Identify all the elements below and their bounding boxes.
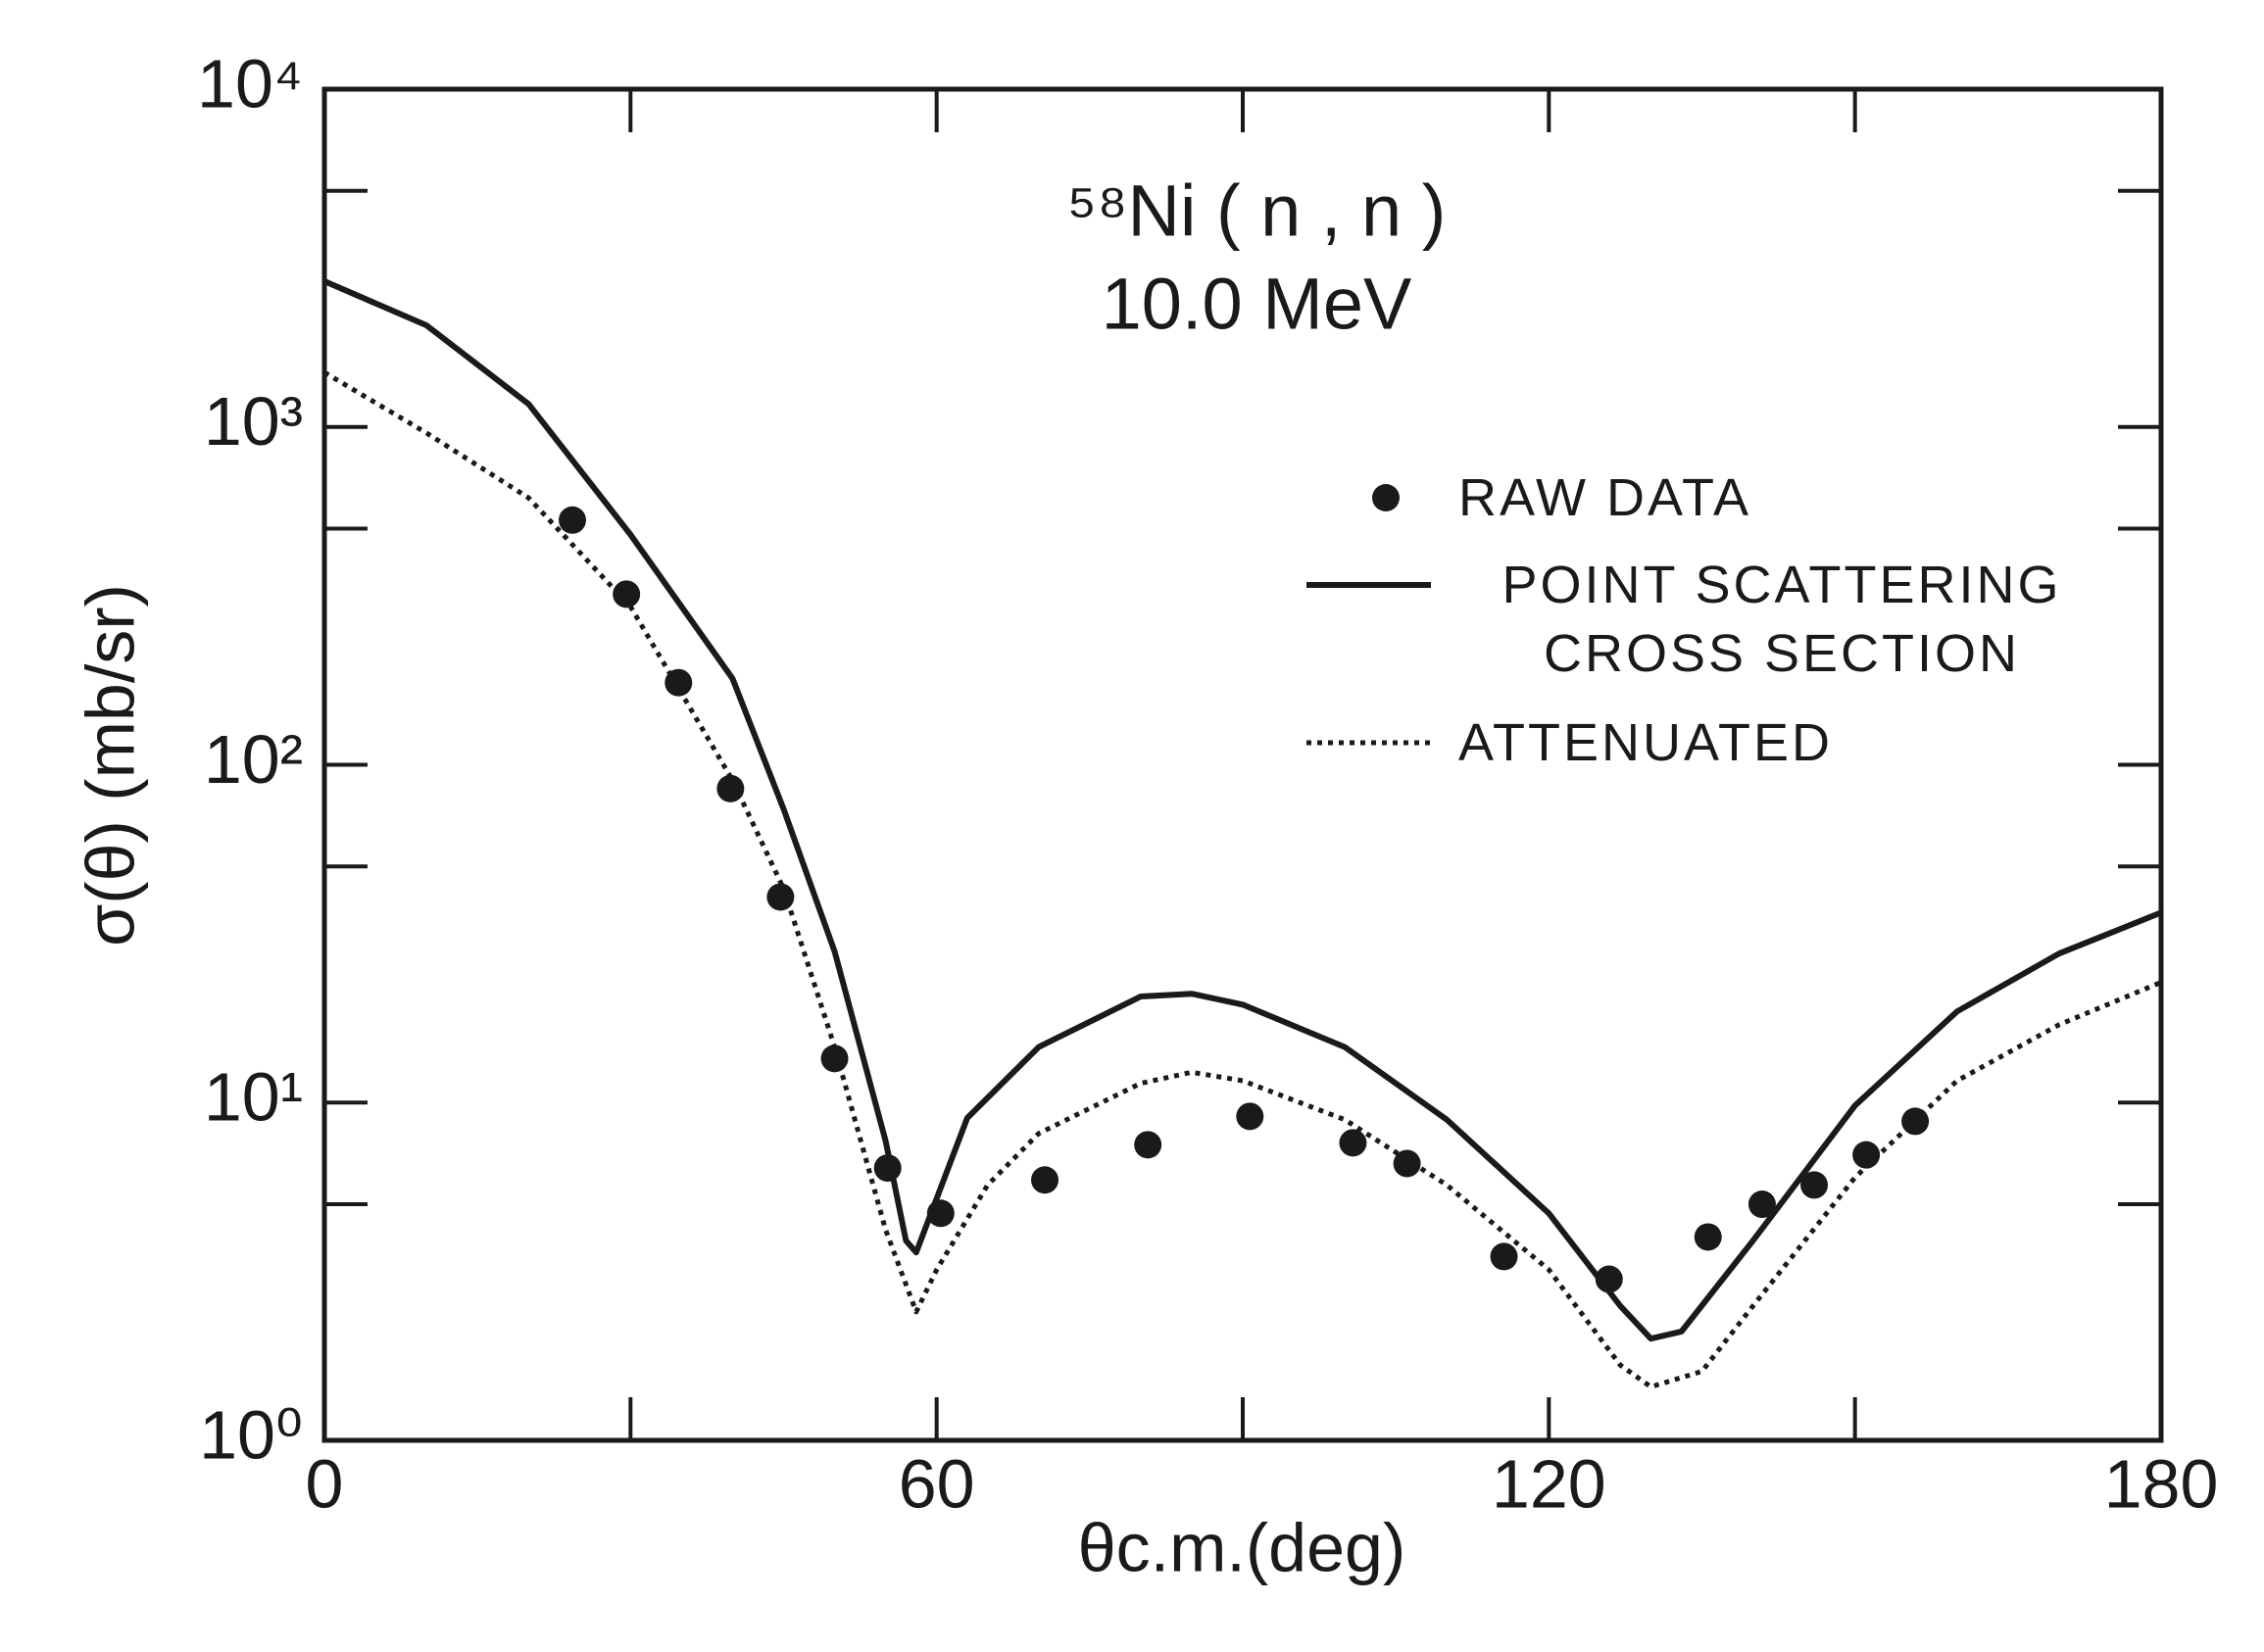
- data-point: [766, 883, 795, 911]
- x-tick-label: 60: [899, 1445, 975, 1522]
- curve: [322, 278, 2163, 1342]
- y-tick-label: 10⁴: [197, 45, 303, 121]
- x-tick-label: 120: [1492, 1445, 1606, 1522]
- data-point: [716, 774, 745, 802]
- legend-label: POINT SCATTERING CROSS SECTION: [1501, 556, 2062, 683]
- y-axis-label: σ(θ) (mb/sr): [72, 584, 148, 947]
- data-point: [1339, 1129, 1367, 1157]
- annotation: ⁵⁸Ni ( n , n ): [1067, 170, 1447, 252]
- y-tick-label: 10¹: [204, 1059, 303, 1136]
- legend-symbol: [1372, 484, 1400, 511]
- y-tick-label: 10³: [204, 383, 303, 460]
- data-point: [1747, 1190, 1776, 1219]
- data-point: [1490, 1242, 1518, 1271]
- x-tick-label: 0: [306, 1445, 344, 1522]
- legend-label: ATTENUATED: [1458, 713, 1834, 772]
- data-point: [820, 1045, 849, 1073]
- legend-label: RAW DATA: [1458, 468, 1751, 527]
- y-tick-label: 10⁰: [199, 1396, 303, 1473]
- data-point: [1694, 1223, 1722, 1251]
- curve: [322, 369, 2162, 1389]
- x-tick-label: 180: [2104, 1445, 2219, 1522]
- data-point: [613, 580, 641, 608]
- data-point: [1031, 1166, 1059, 1194]
- data-point: [664, 668, 693, 697]
- data-point: [1236, 1102, 1264, 1131]
- data-point: [1800, 1171, 1829, 1199]
- annotation: 10.0 MeV: [1102, 264, 1412, 345]
- data-point: [1393, 1149, 1421, 1178]
- data-point: [1852, 1141, 1881, 1169]
- data-point: [558, 506, 586, 534]
- data-point: [1134, 1131, 1162, 1159]
- y-tick-label: 10²: [204, 721, 303, 798]
- x-axis-label: θc.m.(deg): [1078, 1509, 1406, 1585]
